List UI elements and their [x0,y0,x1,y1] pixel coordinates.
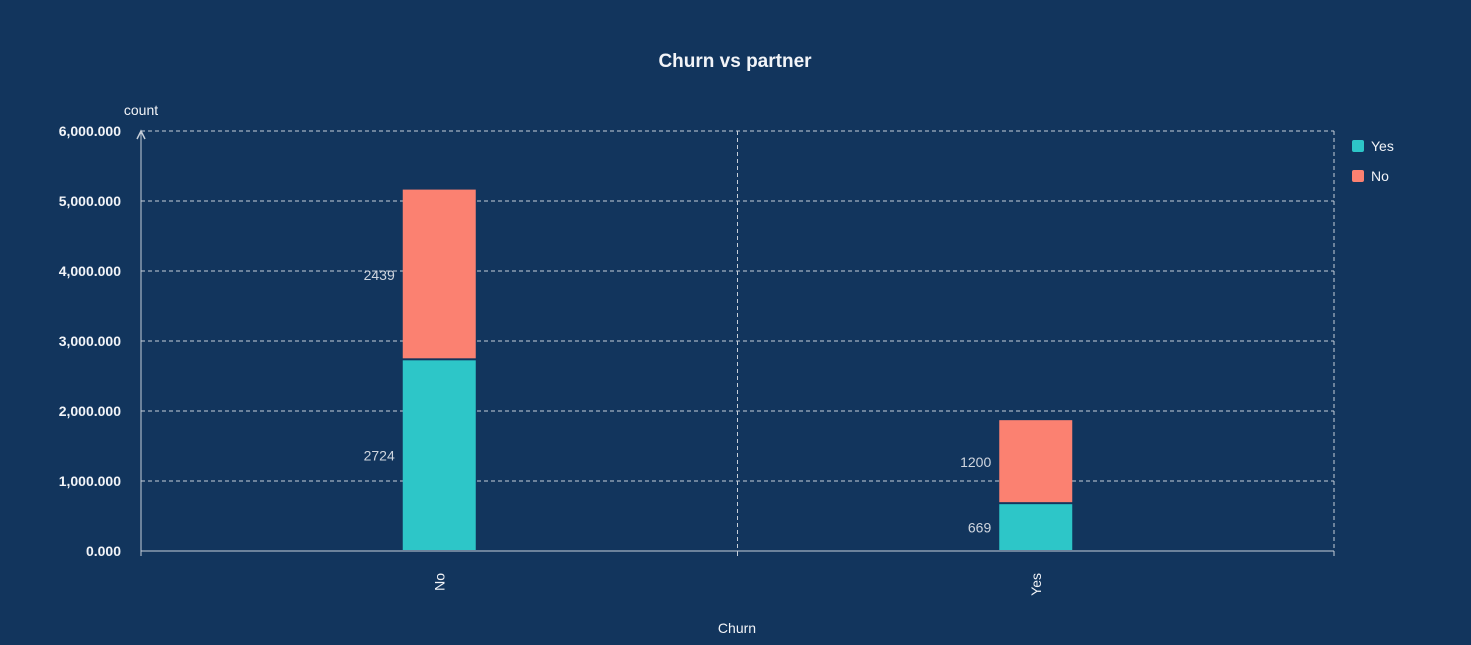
y-tick-label: 4,000.000 [59,263,121,279]
y-tick-label: 1,000.000 [59,473,121,489]
labels-layer: 2724 2439 669 1200 [364,267,992,536]
legend: Yes No [1352,138,1394,184]
y-tick-label: 5,000.000 [59,193,121,209]
bar-segment[interactable] [402,189,476,359]
bar-segment[interactable] [999,504,1073,550]
bar-segment[interactable] [999,420,1073,503]
y-axis-arrow [136,129,146,140]
x-axis-label: Churn [718,620,756,636]
legend-item-label[interactable]: Yes [1371,138,1394,154]
y-axis-label: count [124,102,158,118]
y-tick-label: 2,000.000 [59,403,121,419]
legend-item-label[interactable]: No [1371,168,1389,184]
y-tick-label: 6,000.000 [59,123,121,139]
legend-swatch[interactable] [1352,140,1364,152]
data-label: 1200 [960,454,991,470]
data-label: 669 [968,520,992,536]
y-tick-label: 0.000 [86,543,121,559]
data-label: 2724 [364,448,395,464]
legend-swatch[interactable] [1352,170,1364,182]
x-tick-label: No [431,573,447,591]
x-tick-label: Yes [1028,573,1044,596]
axis-layer: 0.000 1,000.000 2,000.000 3,000.000 4,000.00… [59,123,1335,596]
bar-segment[interactable] [402,360,476,550]
bars-layer [402,189,1073,550]
chart-title: Churn vs partner [658,51,812,72]
y-tick-label: 3,000.000 [59,333,121,349]
data-label: 2439 [364,267,395,283]
grid-layer [141,130,1335,551]
